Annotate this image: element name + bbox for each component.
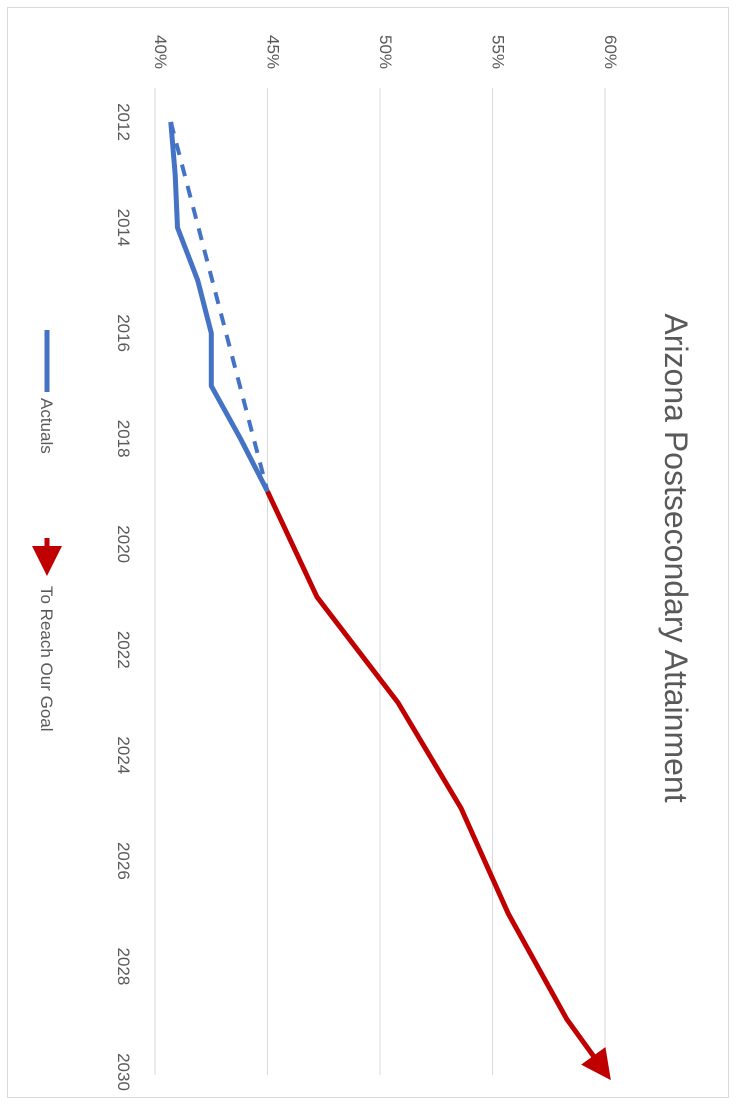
legend-item-actuals: Actuals	[37, 330, 56, 454]
x-tick-label: 2026	[114, 842, 133, 880]
x-tick-label: 2014	[114, 209, 133, 247]
y-tick-label: 55%	[489, 35, 508, 69]
chart-title: Arizona Postsecondary Attainment	[658, 313, 694, 802]
x-tick-label: 2028	[114, 948, 133, 986]
x-tick-label: 2030	[114, 1053, 133, 1091]
series-lines	[168, 121, 611, 1081]
x-tick-label: 2024	[114, 736, 133, 774]
gridlines	[154, 88, 606, 1075]
x-tick-label: 2018	[114, 420, 133, 458]
x-tick-label: 2012	[114, 103, 133, 141]
x-tick-label: 2020	[114, 525, 133, 563]
series-line-dashed	[168, 121, 270, 492]
x-tick-label: 2022	[114, 631, 133, 669]
series-line-actuals	[168, 121, 270, 493]
series-line-to-reach-our-goal	[265, 490, 611, 1081]
y-tick-label: 50%	[376, 35, 395, 69]
y-tick-label: 45%	[264, 35, 283, 69]
x-tick-label: 2016	[114, 314, 133, 352]
y-axis-ticks: 40% 45% 50% 55% 60%	[151, 35, 620, 69]
y-tick-label: 60%	[601, 35, 620, 69]
legend-item-to-reach-our-goal: To Reach Our Goal	[32, 538, 62, 732]
legend-label: Actuals	[37, 398, 56, 454]
legend: Actuals To Reach Our Goal	[32, 330, 62, 732]
chart-frame	[7, 7, 729, 1098]
legend-label: To Reach Our Goal	[37, 586, 56, 732]
y-tick-label: 40%	[151, 35, 170, 69]
x-axis-ticks: 2012 2014 2016 2018 2020 2022 2024 2026 2028 2030	[114, 103, 133, 1091]
